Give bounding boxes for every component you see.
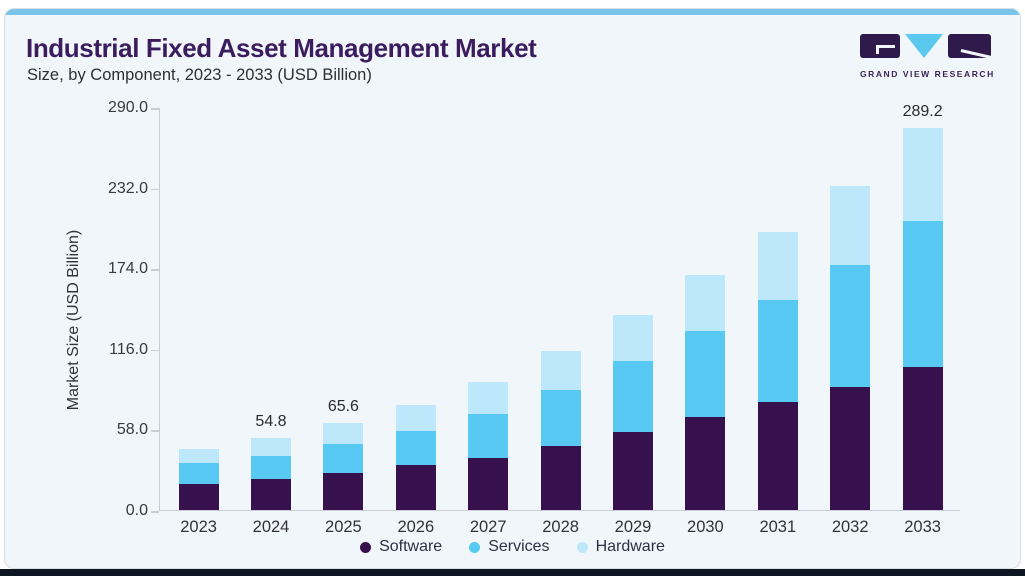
x-tick-label-2031: 2031 [759, 518, 797, 536]
legend-dot-hardware-icon [576, 541, 588, 553]
x-tick-label-2027: 2027 [469, 518, 507, 536]
bar-2029 [613, 314, 653, 510]
bar-value-label-2033: 289.2 [902, 103, 943, 121]
bar-2027 [468, 382, 509, 510]
logo-g-icon [860, 34, 900, 58]
bar-segment-hardware-2031 [757, 232, 798, 300]
bar-2024: 54.8 [251, 413, 291, 510]
x-tick-label-2026: 2026 [397, 518, 435, 536]
bar-segment-services-2025 [323, 444, 364, 474]
logo-glyphs [860, 34, 1005, 60]
bar-segment-hardware-2025 [323, 423, 364, 445]
bar-segment-software-2025 [323, 473, 364, 510]
bar-2031 [757, 232, 798, 510]
bar-segment-services-2032 [830, 265, 871, 388]
y-tick-mark [151, 108, 159, 110]
card-top-accent-strip [5, 9, 1020, 15]
page-subtitle: Size, by Component, 2023 - 2033 (USD Bil… [27, 66, 372, 84]
bar-segment-software-2032 [830, 387, 871, 510]
bar-segment-services-2024 [251, 455, 291, 480]
y-tick-mark [151, 511, 159, 513]
logo-wordmark: GRAND VIEW RESEARCH [860, 69, 995, 79]
grand-view-research-logo: GRAND VIEW RESEARCH [860, 34, 1005, 79]
x-tick-label-2030: 2030 [687, 518, 724, 536]
bar-segment-services-2033 [902, 220, 943, 368]
y-tick-mark [151, 430, 159, 432]
x-tick-label-2028: 2028 [542, 518, 579, 536]
chart-card: Industrial Fixed Asset Management Market… [4, 8, 1021, 569]
bar-segment-services-2023 [178, 463, 219, 484]
bar-segment-software-2031 [757, 402, 798, 510]
y-tick-label: 116.0 [109, 340, 148, 358]
logo-v-icon [905, 34, 943, 58]
bar-2026 [395, 404, 436, 510]
bar-segment-hardware-2023 [178, 449, 219, 464]
legend-label-hardware: Hardware [595, 538, 665, 555]
x-tick-label-2029: 2029 [614, 518, 652, 536]
bar-value-label-2025: 65.6 [327, 398, 359, 416]
bar-segment-hardware-2026 [395, 404, 436, 431]
bar-segment-software-2028 [540, 445, 581, 510]
x-tick-label-2025: 2025 [325, 518, 362, 536]
bar-segment-services-2029 [613, 360, 653, 432]
bar-2030 [685, 274, 726, 510]
bar-segment-services-2031 [757, 299, 798, 403]
legend: Software Services Hardware [5, 538, 1020, 556]
y-tick-mark [151, 269, 159, 271]
page-title: Industrial Fixed Asset Management Market [26, 33, 537, 63]
bar-segment-hardware-2030 [685, 274, 726, 332]
bar-segment-software-2027 [468, 458, 509, 510]
legend-dot-software-icon [360, 541, 372, 553]
plot-area: 290.0 232.0 174.0 116.0 58.0 0.0 2023 54.8 2024 6… [108, 99, 960, 536]
bar-segment-services-2026 [395, 430, 436, 466]
logo-r-icon [948, 34, 995, 60]
y-tick-label: 58.0 [116, 421, 148, 439]
bar-segment-hardware-2032 [830, 186, 871, 266]
x-tick-label-2024: 2024 [252, 518, 290, 536]
y-tick-label: 174.0 [107, 260, 148, 278]
y-tick-mark [151, 188, 159, 191]
bar-segment-software-2033 [902, 367, 943, 510]
bar-segment-hardware-2024 [251, 437, 291, 456]
bar-segment-services-2028 [540, 389, 581, 446]
bar-2032 [830, 186, 871, 510]
legend-item-software: Software [360, 538, 442, 556]
legend-dot-services-icon [469, 541, 481, 553]
bar-segment-software-2030 [685, 417, 726, 510]
bar-segment-services-2027 [468, 413, 509, 458]
bar-segment-hardware-2028 [540, 350, 581, 390]
bar-2028 [540, 350, 581, 510]
bar-segment-hardware-2033 [902, 128, 943, 221]
legend-item-services: Services [469, 538, 550, 556]
x-tick-label-2032: 2032 [831, 518, 869, 536]
bar-segment-software-2026 [395, 465, 436, 510]
y-tick-label: 232.0 [107, 179, 148, 197]
bar-segment-software-2029 [613, 432, 653, 510]
card-bottom-accent-strip [0, 569, 1025, 576]
bar-2023 [178, 449, 219, 510]
x-tick-label-2033: 2033 [904, 518, 941, 536]
legend-label-software: Software [379, 538, 443, 555]
legend-label-services: Services [488, 538, 550, 555]
bar-segment-services-2030 [685, 331, 726, 418]
y-tick-label: 290.0 [107, 99, 148, 116]
bar-segment-software-2023 [178, 483, 219, 510]
bar-2025: 65.6 [323, 398, 364, 510]
bar-segment-hardware-2027 [468, 382, 509, 414]
y-tick-label: 0.0 [125, 502, 148, 519]
legend-item-hardware: Hardware [576, 538, 665, 556]
bar-segment-hardware-2029 [613, 314, 653, 361]
y-axis-title: Market Size (USD Billion) [65, 229, 82, 411]
x-tick-label-2023: 2023 [180, 518, 217, 536]
bar-2033: 289.2 [902, 103, 943, 510]
bar-segment-software-2024 [251, 479, 291, 510]
bar-value-label-2024: 54.8 [255, 412, 287, 430]
y-tick-mark [151, 349, 159, 352]
